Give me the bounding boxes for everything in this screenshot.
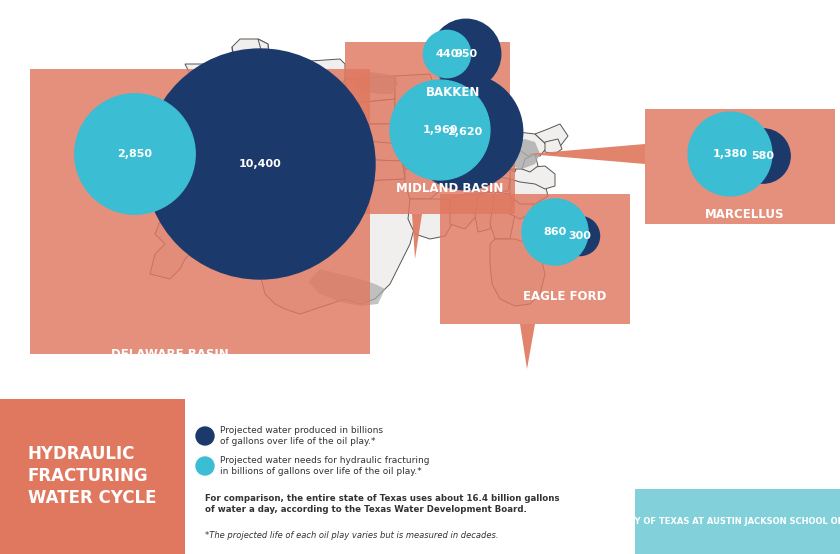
Polygon shape xyxy=(490,192,515,239)
Polygon shape xyxy=(290,172,345,209)
Polygon shape xyxy=(430,139,458,179)
Polygon shape xyxy=(185,124,250,214)
Text: *The projected life of each oil play varies but is measured in decades.: *The projected life of each oil play var… xyxy=(205,531,498,541)
Circle shape xyxy=(560,217,600,255)
Text: For comparison, the entire state of Texas uses about 16.4 billion gallons
of wat: For comparison, the entire state of Texa… xyxy=(205,494,559,514)
Bar xyxy=(440,194,630,324)
Polygon shape xyxy=(345,99,395,124)
Circle shape xyxy=(407,74,522,189)
Polygon shape xyxy=(232,39,270,64)
Polygon shape xyxy=(450,159,495,176)
Bar xyxy=(345,124,515,214)
Polygon shape xyxy=(345,76,395,104)
Circle shape xyxy=(196,427,214,445)
Polygon shape xyxy=(535,124,568,149)
Polygon shape xyxy=(420,124,430,166)
Circle shape xyxy=(390,80,490,180)
Polygon shape xyxy=(295,124,345,159)
Polygon shape xyxy=(345,139,402,161)
Text: Projected water produced in billions
of gallons over life of the oil play.*: Projected water produced in billions of … xyxy=(220,426,383,446)
Polygon shape xyxy=(492,139,540,169)
Polygon shape xyxy=(260,174,418,314)
Polygon shape xyxy=(522,154,538,172)
Text: 950: 950 xyxy=(454,49,478,59)
Bar xyxy=(30,69,370,354)
Polygon shape xyxy=(395,74,435,124)
Circle shape xyxy=(75,94,195,214)
Text: 1,960: 1,960 xyxy=(423,125,458,135)
Text: THE UNIVERSITY OF TEXAS AT AUSTIN JACKSON SCHOOL OF GEOSCIENCES: THE UNIVERSITY OF TEXAS AT AUSTIN JACKSO… xyxy=(563,517,840,526)
Text: 1,380: 1,380 xyxy=(712,149,748,159)
Polygon shape xyxy=(492,152,518,172)
Text: 860: 860 xyxy=(543,227,567,237)
Polygon shape xyxy=(520,324,535,369)
Polygon shape xyxy=(405,169,448,199)
Text: 2,850: 2,850 xyxy=(118,149,153,159)
Polygon shape xyxy=(205,47,235,104)
Text: 2,620: 2,620 xyxy=(448,127,483,137)
Circle shape xyxy=(145,49,375,279)
Polygon shape xyxy=(355,72,398,94)
Bar xyxy=(345,42,510,124)
Text: EAGLE FORD: EAGLE FORD xyxy=(523,290,606,302)
Bar xyxy=(185,399,635,554)
Text: MIDLAND BASIN: MIDLAND BASIN xyxy=(396,182,504,196)
Polygon shape xyxy=(258,39,290,104)
Polygon shape xyxy=(455,104,482,129)
Polygon shape xyxy=(510,166,555,189)
Polygon shape xyxy=(200,64,265,139)
Polygon shape xyxy=(250,159,300,209)
Polygon shape xyxy=(400,134,445,174)
Text: HYDRAULIC
FRACTURING
WATER CYCLE: HYDRAULIC FRACTURING WATER CYCLE xyxy=(28,445,156,507)
Polygon shape xyxy=(528,144,645,164)
Circle shape xyxy=(522,199,588,265)
Text: 580: 580 xyxy=(752,151,774,161)
Polygon shape xyxy=(395,124,425,146)
Text: MARCELLUS: MARCELLUS xyxy=(706,208,785,220)
Polygon shape xyxy=(490,239,545,306)
Text: 10,400: 10,400 xyxy=(239,159,281,169)
Polygon shape xyxy=(415,104,455,139)
Circle shape xyxy=(423,30,470,78)
Polygon shape xyxy=(510,179,548,204)
Bar xyxy=(0,399,185,554)
Polygon shape xyxy=(475,192,495,232)
Text: BAKKEN: BAKKEN xyxy=(426,85,480,99)
Polygon shape xyxy=(545,139,562,154)
Text: 300: 300 xyxy=(569,231,591,241)
Text: DELAWARE BASIN: DELAWARE BASIN xyxy=(111,347,228,361)
Circle shape xyxy=(196,457,214,475)
Polygon shape xyxy=(472,136,492,164)
Polygon shape xyxy=(345,124,400,146)
Polygon shape xyxy=(412,214,422,259)
Polygon shape xyxy=(408,199,455,239)
Polygon shape xyxy=(295,159,405,181)
Circle shape xyxy=(688,112,772,196)
Polygon shape xyxy=(290,89,345,124)
Polygon shape xyxy=(265,59,345,99)
Polygon shape xyxy=(150,64,215,279)
Polygon shape xyxy=(510,194,535,219)
Circle shape xyxy=(736,129,790,183)
Bar xyxy=(645,109,835,224)
Text: 440: 440 xyxy=(435,49,459,59)
Polygon shape xyxy=(450,194,478,229)
Polygon shape xyxy=(492,132,548,156)
Polygon shape xyxy=(458,139,475,169)
Polygon shape xyxy=(308,269,385,306)
Text: Projected water needs for hydraulic fracturing
in billions of gallons over life : Projected water needs for hydraulic frac… xyxy=(220,456,429,476)
Bar xyxy=(635,489,840,554)
Polygon shape xyxy=(492,146,535,169)
Polygon shape xyxy=(235,99,295,154)
Polygon shape xyxy=(460,174,510,192)
Circle shape xyxy=(431,19,501,89)
